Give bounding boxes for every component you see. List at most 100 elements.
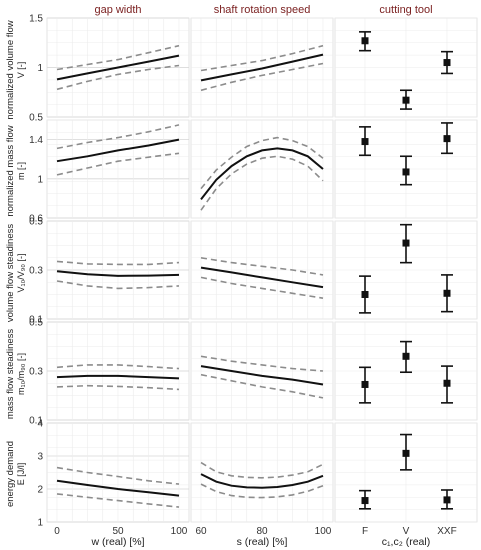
lower-confidence-line <box>200 276 324 299</box>
x-tick-label: F <box>362 526 368 537</box>
point-f <box>361 291 369 298</box>
volume-flow-steadiness-vs-gap-width: 0.1 0.3 0.5 <box>29 217 190 326</box>
row-label-mass-flow-title: normalized mass flow <box>5 125 16 216</box>
row-label-mass-flow-steadiness-unit: m₁₀/m₉₀ [-] <box>16 353 26 395</box>
y-tick-label: 0.3 <box>29 367 43 378</box>
x-tick-label: 80 <box>256 526 268 537</box>
x-tick-label: V <box>403 526 410 537</box>
y-tick-label: 0.1 <box>29 416 43 427</box>
fitted-line <box>56 479 180 497</box>
upper-confidence-line <box>56 44 180 71</box>
mass-flow-steadiness-vs-gap-width: 0.1 0.3 0.5 <box>29 318 190 427</box>
column-title-gap-width: gap width <box>94 4 141 16</box>
row-label-mass-flow: normalized mass flow m [-] <box>5 125 26 216</box>
y-tick-label: 0.5 <box>29 217 43 228</box>
fitted-line <box>200 266 324 289</box>
volume-flow-vs-cutting-tool <box>334 17 478 118</box>
fitted-line <box>56 54 180 81</box>
upper-confidence-line <box>200 136 324 190</box>
column-title-shaft-rotation-speed: shaft rotation speed <box>214 4 311 16</box>
x-tick-label: 100 <box>315 526 332 537</box>
upper-confidence-line <box>56 466 180 485</box>
row-label-energy-demand-unit: E [J/l] <box>16 463 26 486</box>
y-tick-label: 1 <box>37 63 43 74</box>
point-xxf <box>443 59 451 67</box>
mass-flow-vs-shaft-speed <box>190 119 334 219</box>
upper-confidence-line <box>56 260 180 266</box>
y-tick-label: 1.4 <box>29 135 43 146</box>
column-title-cutting-tool: cutting tool <box>379 4 432 16</box>
x-tick-label: 0 <box>54 526 60 537</box>
y-tick-label: 0.5 <box>29 318 43 329</box>
point-v <box>402 239 410 247</box>
volume-flow-steadiness-vs-shaft-speed <box>190 220 334 320</box>
fitted-line <box>56 270 180 277</box>
row-label-energy-demand-title: energy demand <box>5 441 16 507</box>
mass-flow-vs-gap-width: 0.6 1 1.4 <box>29 119 190 225</box>
upper-confidence-line <box>200 461 324 479</box>
row-label-mass-flow-steadiness: mass flow steadiness m₁₀/m₉₀ [-] <box>5 329 26 420</box>
volume-flow-vs-gap-width: 0.5 1 1.5 <box>29 14 190 124</box>
x-axis-label-cutting-tool: c₁,c₂ (real) <box>382 536 430 548</box>
y-tick-label: 0.1 <box>29 315 43 326</box>
x-tick-label: XXF <box>437 526 456 537</box>
point-xxf <box>443 135 451 143</box>
upper-confidence-line <box>56 124 180 150</box>
volume-flow-vs-shaft-speed <box>190 17 334 118</box>
lower-confidence-line <box>56 280 180 290</box>
point-xxf <box>443 379 451 387</box>
lower-confidence-line <box>56 152 180 176</box>
y-tick-label: 0.6 <box>29 214 43 225</box>
point-f <box>361 138 369 146</box>
x-tick-label: 60 <box>195 526 207 537</box>
point-xxf <box>443 289 451 297</box>
mass-flow-vs-cutting-tool <box>334 119 478 219</box>
y-tick-label: 0.5 <box>29 113 43 124</box>
volume-flow-steadiness-vs-cutting-tool <box>334 220 478 320</box>
y-tick-label: 2 <box>37 485 43 496</box>
row-label-energy-demand: energy demand E [J/l] <box>5 441 26 507</box>
upper-confidence-line <box>56 364 180 370</box>
lower-confidence-line <box>200 62 324 92</box>
lower-confidence-line <box>56 384 180 391</box>
lower-confidence-line <box>56 493 180 508</box>
x-tick-label: 100 <box>171 526 188 537</box>
row-label-mass-flow-unit: m [-] <box>16 162 26 180</box>
lower-confidence-line <box>200 373 324 399</box>
upper-confidence-line <box>200 257 324 276</box>
row-label-mass-flow-steadiness-title: mass flow steadiness <box>5 329 16 420</box>
row-label-volume-flow-steadiness-title: volume flow steadiness <box>5 224 16 322</box>
lower-confidence-line <box>200 483 324 499</box>
y-tick-label: 0.3 <box>29 266 43 277</box>
fitted-line <box>200 365 324 386</box>
energy-demand-vs-shaft-speed: 60 80 100 <box>190 422 334 537</box>
fitted-line <box>200 473 324 489</box>
energy-demand-vs-cutting-tool: F V XXF <box>334 422 478 537</box>
fitted-line <box>200 53 324 82</box>
row-label-volume-flow-unit: V [-] <box>16 62 26 79</box>
row-label-volume-flow: normalized volume flow V [-] <box>5 20 26 119</box>
point-v <box>402 96 410 104</box>
x-tick-label: 50 <box>112 526 124 537</box>
fitted-line <box>200 147 324 201</box>
y-tick-label: 4 <box>37 419 43 430</box>
mass-flow-steadiness-vs-cutting-tool <box>334 321 478 421</box>
point-v <box>402 352 410 360</box>
fitted-line <box>56 138 180 163</box>
x-axis-label-shaft-rotation-speed: s (real) [%] <box>237 536 288 548</box>
row-label-volume-flow-steadiness-unit: V₁₀/V₉₀ [-] <box>16 253 26 292</box>
upper-confidence-line <box>200 44 324 72</box>
lower-confidence-line <box>56 64 180 91</box>
energy-demand-vs-gap-width: 1 2 3 4 0 50 100 <box>37 419 190 537</box>
point-f <box>361 497 369 505</box>
lower-confidence-line <box>200 155 324 211</box>
point-xxf <box>443 496 451 504</box>
point-v <box>402 449 410 457</box>
row-label-volume-flow-title: normalized volume flow <box>5 20 16 119</box>
point-v <box>402 168 410 176</box>
x-axis-label-gap-width: w (real) [%] <box>90 536 144 548</box>
mass-flow-steadiness-vs-shaft-speed <box>190 321 334 421</box>
y-tick-label: 1 <box>37 518 43 529</box>
